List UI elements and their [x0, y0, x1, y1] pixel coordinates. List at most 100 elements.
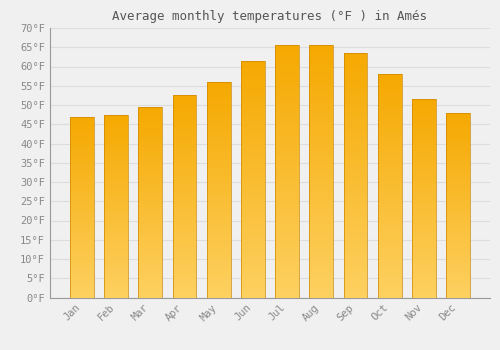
- Bar: [446, 244, 470, 246]
- Bar: [138, 276, 162, 279]
- Bar: [378, 251, 402, 253]
- Bar: [70, 272, 94, 274]
- Bar: [275, 106, 299, 108]
- Bar: [275, 128, 299, 131]
- Bar: [172, 162, 197, 164]
- Bar: [172, 144, 197, 146]
- Bar: [275, 86, 299, 88]
- Bar: [344, 117, 367, 119]
- Bar: [344, 185, 367, 188]
- Bar: [446, 212, 470, 214]
- Bar: [172, 225, 197, 227]
- Bar: [378, 262, 402, 264]
- Bar: [275, 111, 299, 113]
- Bar: [412, 175, 436, 176]
- Bar: [275, 277, 299, 280]
- Bar: [241, 141, 265, 144]
- Bar: [207, 203, 231, 205]
- Bar: [207, 287, 231, 289]
- Bar: [275, 118, 299, 121]
- Bar: [138, 134, 162, 135]
- Bar: [310, 144, 333, 146]
- Bar: [412, 105, 436, 107]
- Bar: [275, 179, 299, 182]
- Bar: [104, 169, 128, 171]
- Bar: [275, 204, 299, 207]
- Bar: [275, 202, 299, 204]
- Bar: [104, 208, 128, 210]
- Bar: [70, 287, 94, 288]
- Bar: [446, 148, 470, 150]
- Bar: [104, 138, 128, 140]
- Bar: [207, 250, 231, 252]
- Bar: [207, 160, 231, 162]
- Bar: [310, 156, 333, 159]
- Bar: [310, 187, 333, 189]
- Bar: [70, 163, 94, 166]
- Bar: [207, 112, 231, 114]
- Bar: [104, 259, 128, 261]
- Bar: [172, 182, 197, 184]
- Bar: [310, 128, 333, 131]
- Bar: [344, 246, 367, 248]
- Bar: [378, 208, 402, 210]
- Bar: [378, 163, 402, 166]
- Bar: [275, 255, 299, 257]
- Bar: [207, 280, 231, 282]
- Bar: [70, 189, 94, 191]
- Bar: [275, 293, 299, 295]
- Bar: [172, 116, 197, 118]
- Bar: [172, 170, 197, 172]
- Bar: [344, 112, 367, 114]
- Bar: [241, 148, 265, 151]
- Bar: [172, 198, 197, 201]
- Bar: [104, 142, 128, 144]
- Bar: [70, 251, 94, 252]
- Bar: [104, 263, 128, 265]
- Bar: [344, 180, 367, 183]
- Bar: [310, 141, 333, 144]
- Bar: [412, 190, 436, 192]
- Bar: [172, 269, 197, 271]
- Bar: [104, 257, 128, 259]
- Bar: [344, 195, 367, 197]
- Bar: [344, 109, 367, 112]
- Bar: [207, 211, 231, 214]
- Bar: [241, 80, 265, 82]
- Bar: [70, 285, 94, 287]
- Bar: [70, 267, 94, 268]
- Bar: [138, 279, 162, 280]
- Bar: [344, 224, 367, 226]
- Bar: [412, 184, 436, 187]
- Bar: [446, 127, 470, 130]
- Bar: [412, 216, 436, 218]
- Bar: [172, 176, 197, 178]
- Bar: [344, 77, 367, 80]
- Bar: [344, 200, 367, 202]
- Bar: [207, 190, 231, 192]
- Bar: [412, 145, 436, 147]
- Bar: [412, 129, 436, 131]
- Bar: [310, 272, 333, 275]
- Bar: [378, 199, 402, 202]
- Bar: [241, 61, 265, 63]
- Bar: [412, 254, 436, 256]
- Bar: [344, 70, 367, 72]
- Bar: [241, 155, 265, 158]
- Bar: [344, 190, 367, 192]
- Bar: [172, 178, 197, 180]
- Bar: [310, 172, 333, 174]
- Bar: [241, 68, 265, 70]
- Bar: [138, 234, 162, 237]
- Bar: [446, 140, 470, 142]
- Bar: [172, 223, 197, 225]
- Bar: [275, 290, 299, 293]
- Bar: [138, 145, 162, 147]
- Bar: [412, 113, 436, 115]
- Bar: [446, 214, 470, 216]
- Bar: [412, 244, 436, 246]
- Bar: [104, 206, 128, 208]
- Bar: [378, 170, 402, 173]
- Bar: [207, 82, 231, 298]
- Bar: [310, 260, 333, 262]
